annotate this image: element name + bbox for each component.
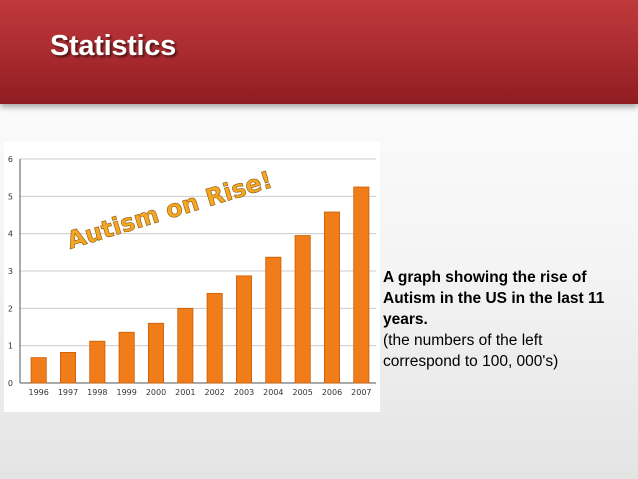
x-tick-label: 1996: [28, 388, 48, 397]
x-tick-label: 1999: [116, 388, 136, 397]
x-tick-label: 2003: [234, 388, 254, 397]
x-tick-label: 1998: [87, 388, 107, 397]
y-tick-label: 3: [8, 267, 13, 276]
bar-2002: [206, 292, 223, 384]
x-tick-label: 1997: [58, 388, 78, 397]
bar-1999: [118, 331, 135, 384]
y-tick-label: 2: [8, 304, 13, 313]
x-tick-label: 2002: [204, 388, 224, 397]
bar-1996: [30, 357, 47, 384]
y-tick-label: 1: [8, 342, 13, 351]
bar-chart: 0 1 2 3 4 5 6 1996 1997 1998 1999 2000 2001 2002 2003 2…: [4, 142, 380, 412]
caption-note-text: (the numbers of the left correspond to 1…: [383, 332, 559, 370]
chart-overlay-annotation: Autism on Rise!: [64, 166, 276, 255]
bar-1997: [59, 351, 77, 384]
bar-2003: [235, 275, 253, 384]
bar-2000: [147, 322, 165, 384]
x-tick-label: 2001: [175, 388, 195, 397]
title-bar: Statistics: [0, 0, 638, 104]
x-tick-label: 2006: [322, 388, 342, 397]
slide-title: Statistics: [50, 30, 176, 62]
x-tick-label: 2005: [292, 388, 312, 397]
x-tick-label: 2007: [351, 388, 371, 397]
y-tick-label: 0: [8, 379, 13, 388]
bar-2007: [353, 186, 370, 384]
bar-chart-svg: 0 1 2 3 4 5 6 1996 1997 1998 1999 2000 2001 2002 2003 2…: [8, 155, 376, 397]
bar-1998: [89, 340, 106, 384]
y-tick-label: 6: [8, 155, 13, 164]
y-tick-label: 4: [8, 230, 13, 239]
chart-caption: A graph showing the rise of Autism in th…: [383, 267, 623, 372]
x-tick-label: 2000: [146, 388, 166, 397]
bar-2004: [265, 256, 282, 384]
bar-2005: [294, 235, 311, 384]
bar-2001: [177, 307, 194, 384]
bar-2006: [323, 211, 341, 384]
x-tick-label: 2004: [263, 388, 283, 397]
caption-bold-text: A graph showing the rise of Autism in th…: [383, 269, 605, 328]
y-tick-label: 5: [8, 192, 13, 201]
